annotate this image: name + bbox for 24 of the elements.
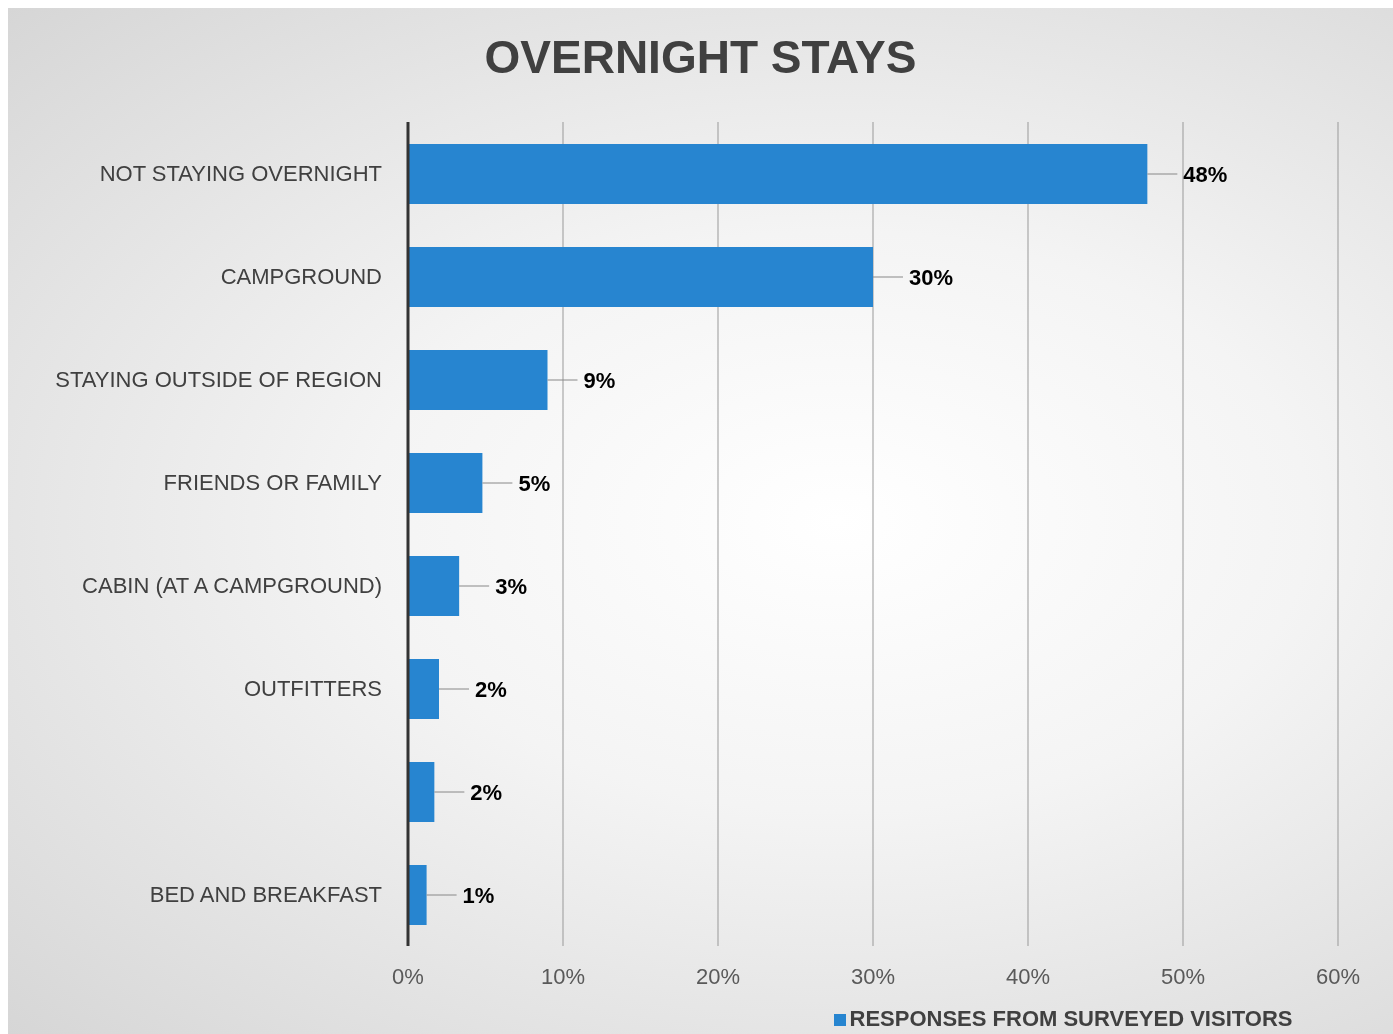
- y-tick-label: CAMPGROUND: [220, 264, 382, 290]
- y-tick-label: STAYING OUTSIDE OF REGION: [55, 367, 382, 393]
- y-tick-label: NOT STAYING OVERNIGHT: [99, 161, 382, 187]
- data-label: 1%: [462, 883, 495, 908]
- x-tick-label: 30%: [850, 963, 896, 989]
- x-tick-label: 20%: [695, 963, 741, 989]
- data-label: 5%: [518, 471, 551, 496]
- x-tick-label: 50%: [1160, 963, 1206, 989]
- data-label: 9%: [583, 368, 616, 393]
- x-tick-label: 40%: [1005, 963, 1051, 989]
- chart-title: OVERNIGHT STAYS: [483, 30, 918, 85]
- data-label: 2%: [470, 780, 503, 805]
- data-label: 30%: [909, 265, 954, 290]
- x-tick-label: 60%: [1315, 963, 1361, 989]
- y-tick-label: OUTFITTERS: [243, 676, 382, 702]
- data-label: 48%: [1183, 162, 1228, 187]
- y-tick-label: CABIN (AT A CAMPGROUND): [82, 573, 382, 599]
- data-label: 3%: [495, 574, 527, 599]
- legend-label: RESPONSES FROM SURVEYED VISITORS: [849, 1006, 1293, 1031]
- data-label: 2%: [475, 677, 507, 702]
- y-tick-label: BED AND BREAKFAST: [149, 882, 382, 908]
- x-tick-label: 0%: [392, 963, 424, 989]
- y-tick-label: FRIENDS OR FAMILY: [163, 470, 383, 496]
- x-tick-label: 10%: [540, 963, 586, 989]
